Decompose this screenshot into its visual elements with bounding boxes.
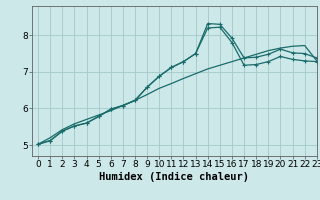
- X-axis label: Humidex (Indice chaleur): Humidex (Indice chaleur): [100, 172, 249, 182]
